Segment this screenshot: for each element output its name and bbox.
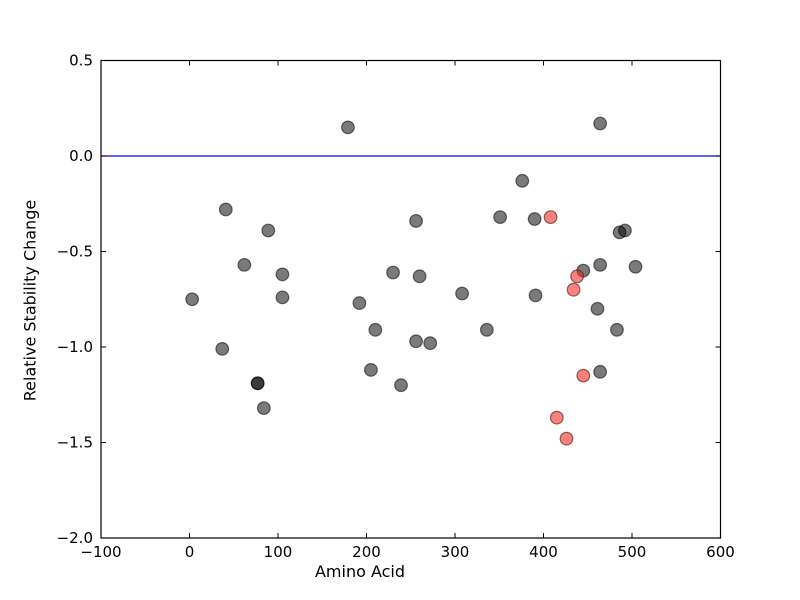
scatter-point-unhighlighted-residues (455, 286, 469, 301)
scatter-point-highlighted-residues (559, 431, 574, 446)
scatter-point-unhighlighted-residues (275, 290, 290, 305)
x-tick-label: 100 (264, 543, 293, 561)
x-tick-label: 300 (441, 543, 470, 561)
scatter-point-unhighlighted-residues (593, 116, 608, 131)
scatter-point-unhighlighted-residues (528, 288, 543, 303)
x-tick-label: 600 (706, 543, 735, 561)
scatter-point-unhighlighted-residues (527, 212, 542, 226)
scatter-point-unhighlighted-residues (479, 322, 494, 337)
scatter-point-unhighlighted-residues (185, 292, 200, 307)
scatter-point-highlighted-residues (576, 368, 591, 383)
y-tick-label: −0.5 (57, 243, 93, 261)
scatter-point-unhighlighted-residues (409, 334, 423, 349)
y-tick-label: −1.5 (57, 434, 93, 452)
y-tick-label: −2.0 (57, 529, 93, 547)
y-tick-label: −1.0 (57, 338, 93, 356)
scatter-point-unhighlighted-residues (256, 401, 271, 416)
scatter-point-unhighlighted-residues (275, 267, 290, 282)
y-tick-label: 0.0 (69, 147, 93, 165)
scatter-point-unhighlighted-residues (261, 223, 276, 238)
scatter-point-unhighlighted-residues (515, 173, 530, 188)
scatter-point-unhighlighted-residues (412, 269, 427, 284)
scatter-point-unhighlighted-residues (590, 301, 605, 316)
scatter-point-highlighted-residues (549, 410, 564, 425)
x-tick-label: 500 (618, 543, 647, 561)
scatter-point-highlighted-residues (570, 269, 585, 284)
scatter-point-unhighlighted-residues (237, 257, 252, 272)
scatter-point-unhighlighted-residues (610, 322, 624, 337)
y-tick-label: 0.5 (69, 52, 93, 70)
x-tick-label: 0 (185, 543, 195, 561)
scatter-point-unhighlighted-residues (364, 363, 378, 377)
x-tick-label: 400 (529, 543, 558, 561)
y-axis-label: Relative Stability Change (20, 199, 40, 402)
x-tick-label: 200 (352, 543, 381, 561)
scatter-point-highlighted-residues (543, 210, 558, 225)
scatter-point-unhighlighted-residues (341, 120, 355, 135)
scatter-point-unhighlighted-residues (593, 364, 608, 379)
scatter-point-unhighlighted-residues (409, 214, 423, 228)
scatter-point-unhighlighted-residues (250, 376, 265, 391)
x-tick-label: −100 (80, 543, 121, 561)
scatter-point-highlighted-residues (566, 282, 581, 297)
scatter-point-unhighlighted-residues (215, 342, 230, 356)
scatter-point-unhighlighted-residues (493, 210, 508, 225)
x-axis-label: Amino Acid (314, 562, 406, 581)
axes-frame (100, 59, 722, 539)
scatter-point-unhighlighted-residues (218, 202, 233, 217)
scatter-point-unhighlighted-residues (593, 257, 608, 272)
scatter-point-unhighlighted-residues (628, 259, 643, 274)
scatter-point-unhighlighted-residues (352, 296, 367, 310)
scatter-point-unhighlighted-residues (618, 223, 632, 238)
scatter-point-unhighlighted-residues (423, 336, 438, 351)
scatter-point-unhighlighted-residues (386, 265, 400, 280)
scatter-point-unhighlighted-residues (368, 322, 383, 337)
scatter-point-unhighlighted-residues (394, 378, 408, 393)
